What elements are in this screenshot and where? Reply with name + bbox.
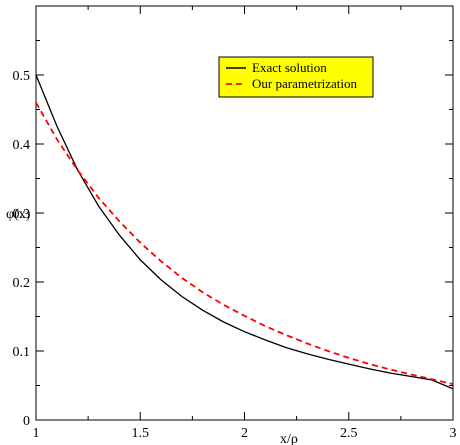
x-tick-label: 2 — [241, 426, 248, 441]
series-exact-solution-line — [35, 74, 454, 390]
y-tick-label: 0.4 — [13, 138, 31, 153]
x-tick-label: 3 — [450, 426, 457, 441]
legend-label-our-parametrization: Our parametrization — [252, 76, 358, 91]
x-axis-title: x/ρ — [280, 432, 298, 445]
legend-label-exact-solution: Exact solution — [252, 60, 327, 75]
legend-box — [218, 56, 374, 98]
y-tick-label: 0.5 — [13, 69, 31, 84]
series-our-parametrization-line — [35, 102, 454, 385]
x-tick-label: 1.5 — [132, 426, 150, 441]
y-tick-label: 0.2 — [13, 276, 31, 291]
series-layer — [35, 74, 454, 390]
tick-labels: 1 1.5 2 2.5 3 0 0.1 0.2 0.3 0.4 0.5 — [13, 69, 457, 441]
x-tick-label: 1 — [33, 426, 40, 441]
x-tick-label: 2.5 — [340, 426, 358, 441]
y-axis-title: φ(x) — [6, 207, 31, 222]
y-tick-label: 0.3 — [13, 207, 31, 222]
y-tick-label: 0.1 — [13, 345, 31, 360]
axis-ticks — [35, 6, 454, 421]
legend: Exact solution Our parametrization — [218, 56, 374, 98]
y-tick-label: 0 — [23, 414, 30, 429]
